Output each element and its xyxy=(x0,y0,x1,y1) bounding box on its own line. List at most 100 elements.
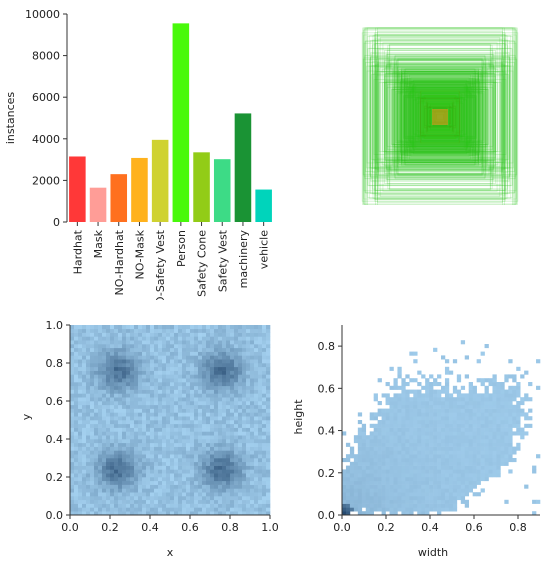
heat-cell xyxy=(357,420,363,425)
heat-cell xyxy=(182,347,187,352)
heat-cell xyxy=(246,511,251,516)
heat-cell xyxy=(190,492,195,497)
heat-cell xyxy=(90,401,95,406)
heat-cell xyxy=(150,442,155,447)
heat-cell xyxy=(166,511,171,516)
heat-cell xyxy=(250,420,255,425)
heat-cell xyxy=(106,412,111,417)
heat-cell xyxy=(214,499,219,504)
heat-cell xyxy=(202,511,207,516)
heat-cell xyxy=(254,442,259,447)
label-box xyxy=(424,105,456,129)
heat-cell xyxy=(365,477,371,482)
label-box xyxy=(423,95,457,139)
heat-cell xyxy=(130,340,135,345)
heat-cell xyxy=(142,469,147,474)
label-box xyxy=(385,54,495,180)
heat-cell xyxy=(146,336,151,341)
heat-cell xyxy=(500,442,505,447)
heat-cell xyxy=(246,484,251,489)
heat-cell xyxy=(234,484,239,489)
heat-cell xyxy=(178,450,183,455)
heat-cell xyxy=(480,465,485,470)
heat-cell xyxy=(214,473,219,478)
bar-6 xyxy=(193,152,210,222)
heat-cell xyxy=(146,499,151,504)
heat-cell xyxy=(114,325,119,330)
label-box xyxy=(421,96,459,138)
label-box xyxy=(392,67,488,167)
label-box xyxy=(396,59,484,175)
heat-cell xyxy=(504,427,509,432)
heat-cell xyxy=(393,480,398,485)
heat-cell xyxy=(90,408,95,413)
heat-cell xyxy=(262,401,267,406)
heat-cell xyxy=(242,378,247,383)
heat-cell xyxy=(198,499,203,504)
heat-cell xyxy=(448,439,454,444)
heat-cell xyxy=(174,336,179,341)
heat-cell xyxy=(246,374,251,379)
heat-cell xyxy=(82,503,87,508)
heat-cell xyxy=(90,431,95,436)
heat-cell xyxy=(429,461,434,466)
heat-cell xyxy=(508,450,513,455)
heat-cell xyxy=(86,363,91,368)
heat-cell xyxy=(78,397,83,402)
heat-cell xyxy=(198,484,203,489)
heat-cell xyxy=(504,404,509,409)
label-box xyxy=(399,82,481,152)
heat-cell xyxy=(262,496,267,501)
heat-cell xyxy=(516,366,521,371)
xy-heatmap-panel: x y 0.0 0.2 0.4 0.6 0.8 1.0 0.0 0.2 0.4 0.6 0.8 1.0 xyxy=(0,305,280,560)
heat-cell xyxy=(234,435,239,440)
heat-cell xyxy=(226,351,231,356)
heat-cell xyxy=(464,404,470,409)
label-box xyxy=(372,34,508,200)
heat-cell xyxy=(178,439,183,444)
heat-cell xyxy=(102,446,107,451)
heat-cell xyxy=(405,503,410,508)
heat-cell xyxy=(468,408,473,413)
heat-cell xyxy=(401,401,406,406)
heat-cell xyxy=(182,492,187,497)
label-box xyxy=(374,34,506,200)
heat-cell xyxy=(413,454,418,459)
heat-cell xyxy=(210,477,215,482)
heat-cell xyxy=(126,431,131,436)
heat-cell xyxy=(90,347,95,352)
heat-cell xyxy=(138,385,143,390)
heat-cell xyxy=(210,351,215,356)
heat-cell xyxy=(150,446,155,451)
heat-cell xyxy=(524,397,529,402)
heat-cell xyxy=(154,325,159,330)
heat-cell xyxy=(242,351,247,356)
heat-cell xyxy=(500,461,505,466)
heat-cell xyxy=(130,332,135,337)
heat-cell xyxy=(86,442,91,447)
label-box xyxy=(413,99,467,135)
heat-cell xyxy=(389,397,394,402)
heat-cell xyxy=(158,404,163,409)
heat-cell xyxy=(254,511,259,516)
heat-cell xyxy=(484,458,489,463)
label-box xyxy=(370,56,510,178)
heat-cell xyxy=(452,492,458,497)
heat-cell xyxy=(405,435,410,440)
label-box xyxy=(406,71,474,163)
heat-cell xyxy=(504,499,509,504)
heat-cell xyxy=(345,503,351,508)
heat-cell xyxy=(218,412,223,417)
heat-cell xyxy=(130,427,135,432)
heat-cell xyxy=(126,484,131,489)
heat-cell xyxy=(102,336,107,341)
heat-cell xyxy=(150,454,155,459)
heat-cell xyxy=(186,484,191,489)
heat-cell xyxy=(202,366,207,371)
heat-cell xyxy=(74,461,79,466)
heat-cell xyxy=(70,404,75,409)
bar-chart-panel: instances 0 2000 4000 6000 8000 10000 Hardhat M… xyxy=(0,0,280,313)
heat-cell xyxy=(389,439,394,444)
heat-cell xyxy=(393,442,398,447)
heat-cell xyxy=(154,439,159,444)
